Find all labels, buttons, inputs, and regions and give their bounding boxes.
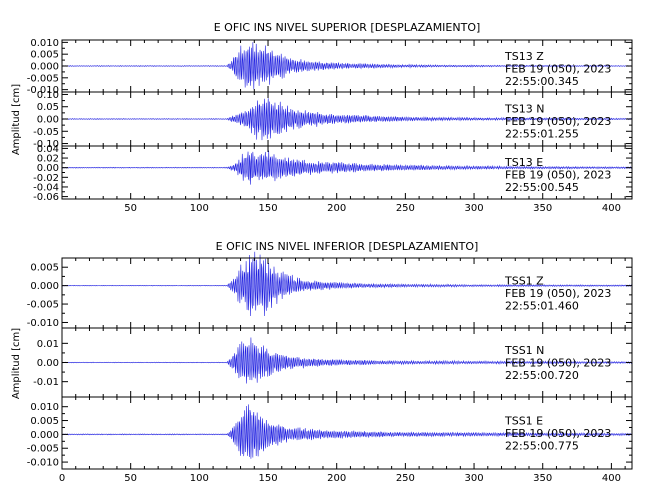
y-tick-label: 0.02 [37,154,59,165]
x-tick-label: 50 [124,203,137,214]
y-tick-label: 0.005 [30,263,59,274]
x-tick-label: 350 [533,203,552,214]
x-tick-label: 250 [396,473,415,484]
y-tick-label: 0.10 [37,90,59,101]
waveform-trace [61,404,632,459]
y-tick-label: -0.010 [27,318,59,329]
chart-title: E OFIC INS NIVEL INFERIOR [DESPLAZAMIENT… [216,240,479,253]
x-tick-label: 200 [327,203,346,214]
y-tick-label: -0.01 [33,377,59,388]
station-annotation-line: FEB 19 (050), 2023 [505,287,611,300]
y-tick-label: -0.05 [33,127,59,138]
y-tick-label: -0.06 [33,192,59,203]
x-tick-label: 50 [124,473,137,484]
x-tick-label: 250 [396,203,415,214]
y-tick-label: 0.010 [30,402,59,413]
station-annotation-line: TSS1 Z [504,275,544,288]
y-tick-label: -0.005 [27,444,59,455]
y-axis-label: Amplitud [cm] [11,328,22,399]
station-annotation-line: FEB 19 (050), 2023 [505,357,611,370]
x-tick-label: 0 [59,473,65,484]
y-axis-label: Amplitud [cm] [11,84,22,155]
y-tick-label: 0.005 [30,416,59,427]
x-tick-label: 100 [190,203,209,214]
station-annotation-line: 22:55:00.545 [505,181,579,194]
y-tick-label: -0.005 [27,300,59,311]
waveform-trace [61,98,632,141]
x-tick-label: 300 [465,473,484,484]
waveform-trace [61,42,632,90]
x-tick-label: 350 [533,473,552,484]
x-tick-label: 200 [327,473,346,484]
y-tick-label: -0.04 [33,182,59,193]
station-annotation-line: 22:55:00.775 [505,439,579,452]
station-annotation-line: TSS1 E [504,414,543,427]
station-annotation-line: 22:55:01.460 [505,300,579,313]
y-tick-label: 0.00 [37,163,59,174]
station-annotation-line: TS13 E [504,156,543,169]
x-tick-label: 150 [258,203,277,214]
y-tick-label: 0.000 [30,62,59,73]
station-annotation-line: TSS1 N [504,344,544,357]
y-tick-label: -0.005 [27,73,59,84]
station-annotation-line: 22:55:00.345 [505,75,579,88]
chart-2: E OFIC INS NIVEL INFERIOR [DESPLAZAMIENT… [11,240,633,484]
y-tick-label: -0.10 [33,139,59,150]
station-annotation-line: FEB 19 (050), 2023 [505,427,611,440]
chart-1: E OFIC INS NIVEL SUPERIOR [DESPLAZAMIENT… [11,21,633,214]
x-tick-label: 400 [602,473,621,484]
x-tick-label: 150 [258,473,277,484]
waveform-trace [61,337,632,384]
waveform-trace [61,150,632,185]
y-tick-label: 0.05 [37,102,59,113]
waveform-trace [61,251,632,317]
station-annotation-line: 22:55:01.255 [505,128,579,141]
station-annotation-line: FEB 19 (050), 2023 [505,115,611,128]
y-tick-label: 0.00 [37,115,59,126]
y-tick-label: 0.010 [30,38,59,49]
y-tick-label: -0.010 [27,458,59,469]
y-tick-label: 0.04 [37,144,59,155]
x-tick-label: 400 [602,203,621,214]
y-tick-label: 0.01 [37,339,59,350]
chart-title: E OFIC INS NIVEL SUPERIOR [DESPLAZAMIENT… [214,21,481,34]
y-tick-label: -0.02 [33,173,59,184]
station-annotation-line: TS13 N [504,103,544,116]
station-annotation-line: FEB 19 (050), 2023 [505,62,611,75]
y-tick-label: -0.010 [27,85,59,96]
y-tick-label: 0.005 [30,50,59,61]
station-annotation-line: TS13 Z [504,50,544,63]
station-annotation-line: 22:55:00.720 [505,369,579,382]
x-tick-label: 300 [465,203,484,214]
station-annotation-line: FEB 19 (050), 2023 [505,169,611,182]
y-tick-label: 0.00 [37,358,59,369]
panel-frame [61,396,633,470]
x-tick-label: 100 [190,473,209,484]
y-tick-label: 0.000 [30,430,59,441]
y-tick-label: 0.000 [30,281,59,292]
